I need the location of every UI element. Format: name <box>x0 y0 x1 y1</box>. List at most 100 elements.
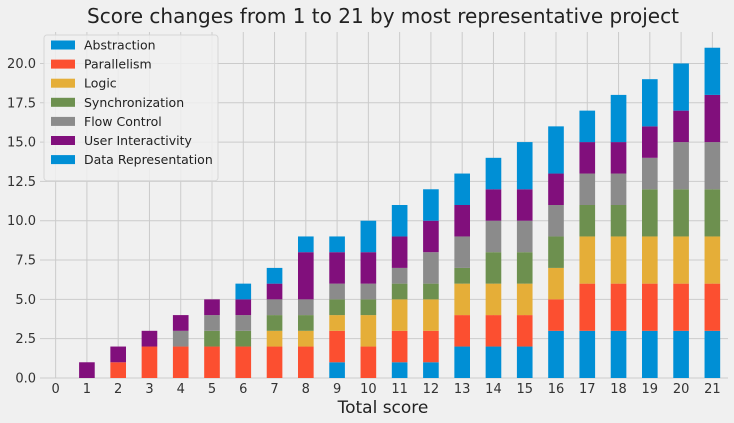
x-axis-label: Total score <box>337 398 429 418</box>
bar-segment-flow-control <box>391 267 408 284</box>
bar-segment-parallelism <box>391 330 408 363</box>
x-tick-label: 11 <box>391 382 408 397</box>
x-tick-label: 3 <box>145 382 153 397</box>
legend-box <box>43 34 219 182</box>
bar-segment-logic <box>454 283 470 316</box>
bar-segment-user-interactivity <box>704 94 721 143</box>
bar-segment-parallelism <box>610 283 627 331</box>
bar-segment-parallelism <box>548 299 564 331</box>
bar-segment-synchronization <box>516 252 533 284</box>
bar-segment-abstraction <box>266 267 283 284</box>
bar-segment-parallelism <box>266 346 283 378</box>
bar-segment-synchronization <box>329 299 345 316</box>
bar-segment-user-interactivity <box>110 346 126 363</box>
y-tick-label: 12.5 <box>7 175 36 190</box>
y-tick-label: 17.5 <box>7 96 36 111</box>
bar-segment-user-interactivity <box>454 205 470 237</box>
bar-segment-flow-control <box>485 220 502 253</box>
bar-segment-synchronization <box>423 283 439 300</box>
bar-segment-abstraction <box>579 110 596 143</box>
bar-segment-user-interactivity <box>391 236 408 268</box>
x-tick-label: 15 <box>516 382 533 397</box>
x-tick-label: 4 <box>177 382 185 397</box>
x-tick-label: 16 <box>548 382 565 397</box>
bar-segment-logic <box>266 330 283 347</box>
bars <box>79 47 721 378</box>
y-tick-label: 20.0 <box>7 57 36 72</box>
bar-segment-flow-control <box>673 142 689 190</box>
bar-segment-abstraction <box>673 63 689 111</box>
bar-segment-user-interactivity <box>235 299 252 316</box>
bar-segment-flow-control <box>516 220 533 253</box>
bar-segment-abstraction <box>298 236 314 253</box>
x-tick-label: 8 <box>302 382 310 397</box>
bar-segment-logic <box>516 283 533 316</box>
x-tick-label: 12 <box>423 382 440 397</box>
bar-segment-data-representation <box>423 362 439 378</box>
bar-segment-user-interactivity <box>579 142 596 174</box>
bar-segment-user-interactivity <box>141 330 158 347</box>
bar-segment-parallelism <box>141 346 158 378</box>
bar-segment-abstraction <box>423 189 439 221</box>
bar-segment-synchronization <box>235 330 252 347</box>
bar-segment-synchronization <box>642 189 658 237</box>
bar-segment-data-representation <box>454 346 470 378</box>
legend-swatch <box>51 78 75 88</box>
bar-segment-flow-control <box>298 299 314 316</box>
bar-segment-user-interactivity <box>642 126 658 158</box>
legend-label: User Interactivity <box>84 133 192 148</box>
bar-segment-data-representation <box>391 362 408 378</box>
bar-segment-data-representation <box>516 346 533 378</box>
bar-segment-data-representation <box>642 330 658 378</box>
bar-segment-data-representation <box>579 330 596 378</box>
bar-segment-abstraction <box>360 220 377 253</box>
legend-label: Data Representation <box>84 152 213 167</box>
x-tick-label: 0 <box>51 382 59 397</box>
x-tick-label: 18 <box>610 382 627 397</box>
bar-segment-flow-control <box>454 236 470 268</box>
x-tick-label: 13 <box>454 382 471 397</box>
legend-label: Parallelism <box>84 57 152 72</box>
bar-segment-user-interactivity <box>329 252 345 284</box>
x-tick-label: 20 <box>673 382 690 397</box>
bar-segment-user-interactivity <box>673 110 689 143</box>
legend-label: Synchronization <box>84 95 184 110</box>
bar-segment-abstraction <box>329 236 345 253</box>
bar-segment-abstraction <box>704 47 721 95</box>
bar-segment-flow-control <box>423 252 439 284</box>
bar-segment-flow-control <box>235 315 252 331</box>
y-tick-label: 7.5 <box>15 254 36 269</box>
bar-segment-user-interactivity <box>266 283 283 300</box>
bar-segment-user-interactivity <box>298 252 314 300</box>
bar-segment-synchronization <box>548 236 564 268</box>
bar-segment-synchronization <box>360 299 377 316</box>
bar-segment-flow-control <box>204 315 220 331</box>
bar-segment-parallelism <box>516 315 533 347</box>
x-tick-label: 10 <box>360 382 377 397</box>
bar-segment-synchronization <box>298 315 314 331</box>
bar-segment-logic <box>704 236 721 284</box>
bar-segment-logic <box>329 315 345 331</box>
bar-segment-parallelism <box>110 362 126 378</box>
legend-swatch <box>51 40 75 50</box>
bar-segment-user-interactivity <box>172 315 189 331</box>
bar-segment-data-representation <box>548 330 564 378</box>
bar-segment-synchronization <box>704 189 721 237</box>
x-tick-label: 2 <box>114 382 122 397</box>
bar-segment-parallelism <box>298 346 314 378</box>
bar-segment-flow-control <box>360 283 377 300</box>
bar-segment-synchronization <box>204 330 220 347</box>
bar-segment-parallelism <box>204 346 220 378</box>
x-tick-label: 5 <box>208 382 216 397</box>
bar-segment-parallelism <box>673 283 689 331</box>
bar-segment-flow-control <box>548 205 564 237</box>
bar-segment-parallelism <box>172 346 189 378</box>
legend-swatch <box>51 97 75 107</box>
bar-segment-abstraction <box>235 283 252 300</box>
legend-label: Flow Control <box>84 114 162 129</box>
legend-label: Abstraction <box>84 38 156 53</box>
bar-segment-data-representation <box>704 330 721 378</box>
bar-segment-logic <box>391 299 408 331</box>
bar-segment-logic <box>610 236 627 284</box>
